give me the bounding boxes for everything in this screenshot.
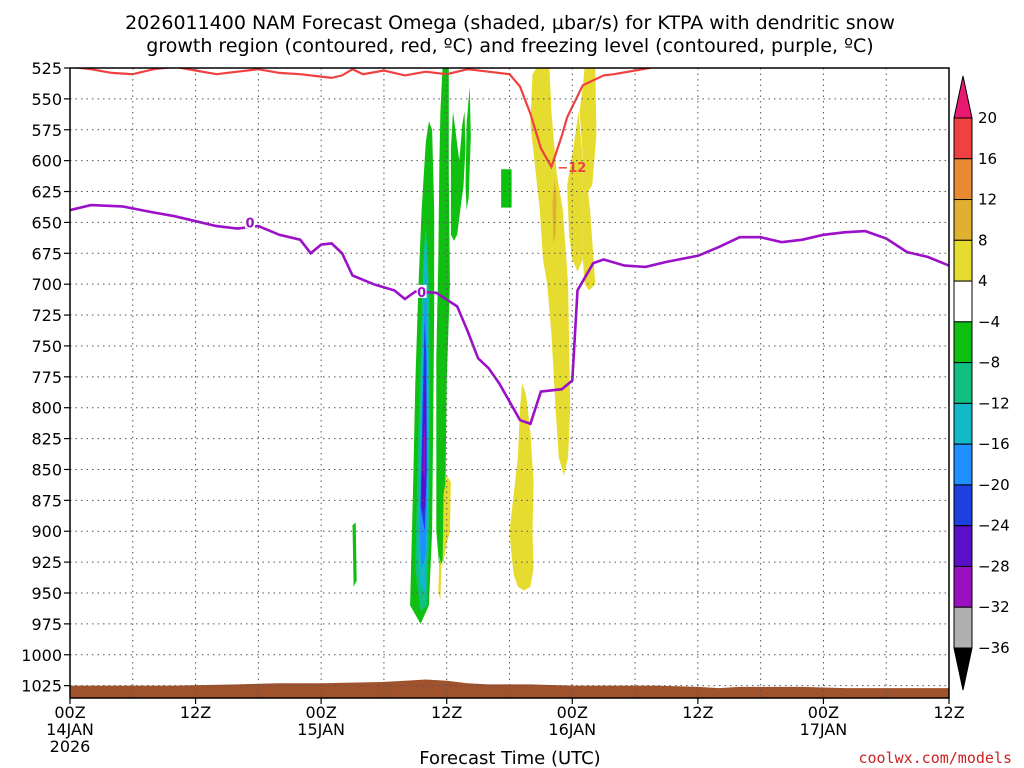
y-tick-label-0: 525	[31, 59, 62, 78]
freezing-level-line	[70, 203, 949, 426]
colorbar-segment-11	[953, 565, 973, 608]
y-tick-label-16: 925	[31, 553, 62, 572]
chart-title-line2: growth region (contoured, red, ºC) and f…	[146, 35, 873, 57]
y-tick-label-2: 575	[31, 121, 62, 140]
omega-region-1	[436, 68, 450, 569]
y-axis-ticks: 525 550 575 600 625 650 675 700 725 750 775 800 825 8…	[21, 59, 70, 696]
y-tick-label-20: 1025	[21, 677, 62, 696]
plot-frame	[69, 67, 950, 699]
colorbar: 20 16 12 8 4 −4 −8 −12 −16 −20 −24 −28 −32 −36	[953, 75, 1010, 691]
x-tick-date-6: 17JAN	[800, 720, 848, 739]
y-tick-label-6: 675	[31, 244, 62, 263]
colorbar-segment-2	[953, 199, 973, 241]
chart-title: 2026011400 NAM Forecast Omega (shaded, µ…	[125, 12, 895, 34]
omega-region-3	[465, 86, 471, 211]
terrain-surface	[70, 679, 949, 698]
plot-area: 00−12	[70, 68, 949, 698]
freezing-label-bg-1	[416, 284, 427, 298]
omega-region-17	[442, 475, 451, 569]
omega-region-18	[438, 555, 442, 600]
y-tick-label-1: 550	[31, 90, 62, 109]
x-tick-label-6: 00Z	[808, 703, 839, 722]
y-tick-label-4: 625	[31, 183, 62, 202]
omega-region-19	[552, 179, 557, 244]
colorbar-bottom-triangle	[953, 647, 973, 691]
x-tick-label-5: 12Z	[682, 703, 713, 722]
colorbar-label-13: −36	[978, 639, 1010, 657]
colorbar-segment-6	[953, 362, 973, 404]
x-tick-date-0: 14JAN	[46, 720, 94, 739]
x-tick-label-1: 12Z	[180, 703, 211, 722]
colorbar-label-1: 16	[978, 150, 997, 168]
y-tick-label-15: 900	[31, 522, 62, 541]
colorbar-label-12: −32	[978, 598, 1010, 616]
colorbar-label-11: −28	[978, 557, 1010, 575]
y-tick-label-5: 650	[31, 213, 62, 232]
y-tick-label-18: 975	[31, 615, 62, 634]
omega-region-13	[567, 111, 583, 272]
y-tick-label-3: 600	[31, 152, 62, 171]
colorbar-label-8: −16	[978, 435, 1010, 453]
y-tick-label-9: 750	[31, 337, 62, 356]
colorbar-segment-1	[953, 158, 973, 201]
x-tick-label-2: 00Z	[305, 703, 336, 722]
colorbar-segment-3	[953, 239, 973, 282]
omega-region-2	[450, 111, 466, 241]
x-tick-date-4: 16JAN	[548, 720, 596, 739]
colorbar-label-10: −24	[978, 517, 1010, 535]
colorbar-segment-8	[953, 443, 973, 486]
plot-clip-group: 00−12	[70, 68, 949, 698]
omega-region-12	[530, 68, 571, 476]
y-tick-label-13: 850	[31, 460, 62, 479]
x-tick-label-7: 12Z	[933, 703, 964, 722]
grid-lines	[70, 68, 949, 698]
colorbar-segment-9	[953, 484, 973, 527]
freezing-label-bg-0	[244, 215, 255, 229]
colorbar-label-7: −12	[978, 394, 1010, 412]
colorbar-label-0: 20	[978, 109, 997, 127]
freezing-level-label-0: 0	[245, 217, 254, 232]
x-tick-label-0: 00Z	[54, 703, 85, 722]
x-axis-label: Forecast Time (UTC)	[419, 748, 600, 768]
y-tick-label-8: 725	[31, 306, 62, 325]
y-tick-label-11: 800	[31, 399, 62, 418]
y-tick-label-14: 875	[31, 491, 62, 510]
x-tick-label-3: 12Z	[431, 703, 462, 722]
freezing-level-label-1: 0	[417, 286, 426, 301]
dgz-isotherm-line	[70, 68, 656, 170]
y-tick-label-19: 1000	[21, 646, 62, 665]
y-tick-label-7: 700	[31, 275, 62, 294]
colorbar-label-9: −20	[978, 476, 1010, 494]
colorbar-segment-7	[953, 402, 973, 445]
x-tick-label-4: 00Z	[557, 703, 588, 722]
colorbar-label-3: 8	[978, 231, 988, 249]
omega-region-5	[501, 169, 512, 208]
x-tick-year-0: 2026	[50, 737, 91, 756]
watermark: coolwx.com/models	[858, 749, 1012, 767]
colorbar-segment-4	[953, 280, 973, 323]
colorbar-segment-10	[953, 525, 973, 567]
x-tick-date-2: 15JAN	[297, 720, 345, 739]
colorbar-label-4: 4	[978, 272, 988, 290]
y-tick-label-17: 950	[31, 584, 62, 603]
colorbar-segment-12	[953, 606, 973, 649]
y-tick-label-10: 775	[31, 368, 62, 387]
colorbar-label-6: −8	[978, 354, 1000, 372]
y-tick-label-12: 825	[31, 430, 62, 449]
colorbar-label-5: −4	[978, 313, 1000, 331]
omega-region-15	[582, 160, 596, 291]
colorbar-label-2: 12	[978, 191, 997, 209]
omega-region-11	[423, 420, 426, 482]
omega-region-16	[509, 383, 534, 591]
colorbar-segment-0	[953, 117, 973, 160]
omega-region-4	[352, 522, 357, 587]
colorbar-segment-5	[953, 321, 973, 364]
